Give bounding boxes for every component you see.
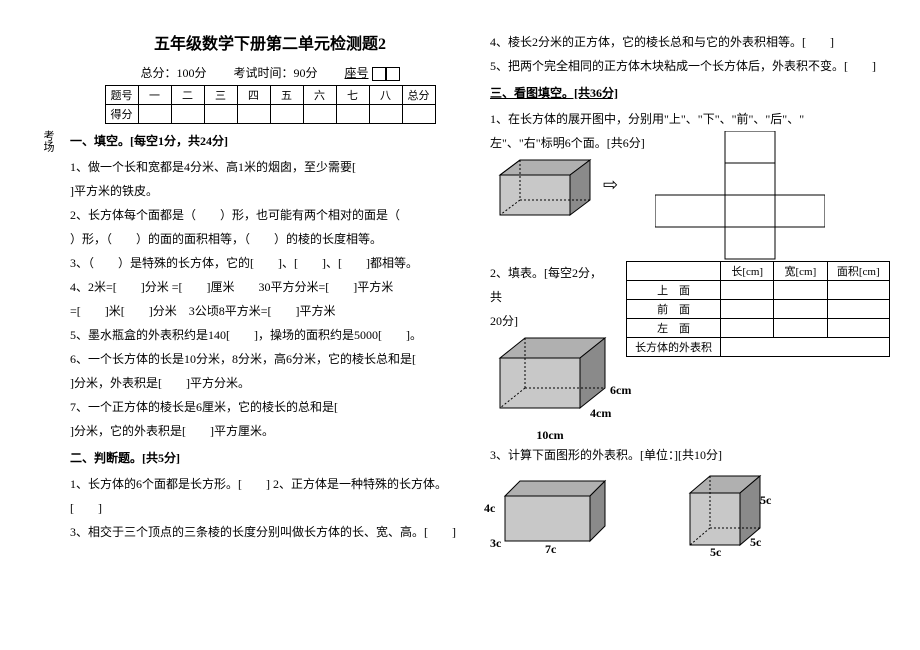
dim-7c: 7c — [545, 542, 556, 557]
section-2: 二、判断题。[共5分] — [70, 449, 470, 466]
q1-7: 7、一个正方体的棱长是6厘米，它的棱长的总和是[ — [70, 395, 470, 419]
cuboid-small-icon — [490, 476, 620, 551]
meta-time: 考试时间：90分 — [233, 66, 317, 80]
q1-4: 4、2米=[ ]分米 =[ ]厘米 30平方分米=[ ]平方米 — [70, 275, 470, 299]
q2-3: 3、相交于三个顶点的三条棱的长度分别叫做长方体的长、宽、高。[ ] — [70, 520, 470, 544]
dim-10: 10cm — [536, 428, 563, 442]
exam-room-label: 考场 — [40, 130, 56, 152]
q1-6b: ]分米，外表积是[ ]平方分米。 — [70, 371, 470, 395]
q1-1b: ]平方米的铁皮。 — [70, 179, 470, 203]
right-column: 4、棱长2分米的正方体，它的棱长总和与它的外表积相等。[ ] 5、把两个完全相同… — [490, 30, 890, 553]
table-row: 得分 — [105, 105, 435, 124]
seat-box — [372, 67, 386, 81]
q3-3: 3、计算下面图形的外表积。[单位：][共10分] — [490, 443, 890, 467]
cuboid-icon — [490, 155, 600, 220]
q2-4: 4、棱长2分米的正方体，它的棱长总和与它的外表积相等。[ ] — [490, 30, 890, 54]
dim-4: 4cm — [590, 406, 611, 420]
net-cross-icon — [655, 131, 825, 261]
spec-table: 长[cm]宽[cm]面积[cm] 上 面 前 面 左 面 长方体的外表积 — [626, 261, 890, 357]
meta-line: 总分：100分 考试时间：90分 座号 — [70, 64, 470, 81]
q1-4b: =[ ]米[ ]分米 3公顷8平方米=[ ]平方米 — [70, 299, 470, 323]
score-table: 题号 一 二 三 四 五 六 七 八 总分 得分 — [105, 85, 436, 124]
dim-3c: 3c — [490, 536, 501, 551]
q1-7b: ]分米，它的外表积是[ ]平方厘米。 — [70, 419, 470, 443]
dim-5c-c: 5c — [710, 545, 721, 560]
left-column: 五年级数学下册第二单元检测题2 总分：100分 考试时间：90分 座号 题号 一… — [70, 30, 470, 553]
q3-1-figures: 左"、"右"标明6个面。[共6分] ⇨ — [490, 131, 890, 261]
meta-total: 总分：100分 — [140, 66, 206, 80]
q1-3: 3、（ ）是特殊的长方体，它的[ ]、[ ]、[ ]都相等。 — [70, 251, 470, 275]
q3-2: 2、填表。[每空2分，共 — [490, 261, 610, 309]
dim-5c-a: 5c — [760, 493, 771, 508]
q1-2: 2、长方体每个面都是（ ）形，也可能有两个相对的面是（ — [70, 203, 470, 227]
meta-seat: 座号 — [345, 66, 369, 80]
section-3: 三、看图填空。[共36分] — [490, 84, 890, 101]
q3-2-block: 2、填表。[每空2分，共 20分] 10cm 长[cm]宽[cm]面积[cm] … — [490, 261, 890, 443]
q3-1a: 1、在长方体的展开图中，分别用"上"、"下"、"前"、"后"、" — [490, 107, 890, 131]
table-row: 题号 一 二 三 四 五 六 七 八 总分 — [105, 86, 435, 105]
q3-1b: 左"、"右"标明6个面。[共6分] — [490, 131, 645, 155]
dim-5c-b: 5c — [750, 535, 761, 550]
page-title: 五年级数学下册第二单元检测题2 — [70, 30, 470, 54]
q1-6: 6、一个长方体的长是10分米，8分米，高6分米，它的棱长总和是[ — [70, 347, 470, 371]
q1-5: 5、墨水瓶盒的外表积约是140[ ]，操场的面积约是5000[ ]。 — [70, 323, 470, 347]
section-1: 一、填空。[每空1分，共24分] — [70, 132, 470, 149]
q2-1: 1、长方体的6个面都是长方形。[ ] 2、正方体是一种特殊的长方体。[ ] — [70, 472, 470, 520]
q3-2b: 20分] — [490, 309, 610, 333]
q3-3-figures: 4c 3c 7c 5c 5c 5c — [490, 473, 890, 553]
arrow-icon: ⇨ — [603, 174, 618, 194]
q1-1: 1、做一个长和宽都是4分米、高1米的烟囱，至少需要[ — [70, 155, 470, 179]
page: 五年级数学下册第二单元检测题2 总分：100分 考试时间：90分 座号 题号 一… — [0, 0, 920, 563]
q1-2b: ）形，（ ）的面的面积相等，（ ）的棱的长度相等。 — [70, 227, 470, 251]
dim-4c: 4c — [484, 501, 495, 516]
dim-6: 6cm — [610, 383, 631, 397]
seat-box — [386, 67, 400, 81]
q2-5: 5、把两个完全相同的正方体木块粘成一个长方体后，外表积不变。[ ] — [490, 54, 890, 78]
